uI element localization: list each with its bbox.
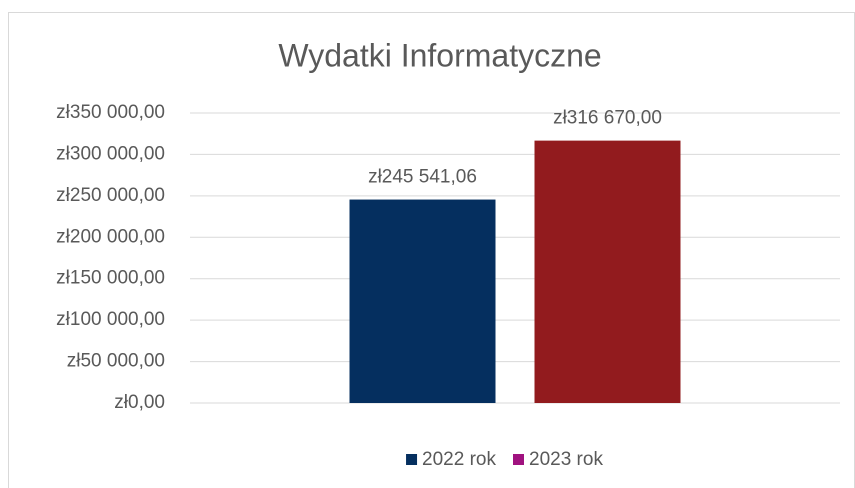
y-tick-label: zł350 000,00 xyxy=(56,102,165,123)
legend-swatch xyxy=(406,454,418,465)
chart-title: Wydatki Informatyczne xyxy=(278,37,601,73)
legend-swatch xyxy=(513,454,524,465)
y-tick-label: zł0,00 xyxy=(114,392,165,413)
bar xyxy=(349,199,496,403)
y-tick-label: zł50 000,00 xyxy=(67,351,165,372)
bar xyxy=(534,140,681,404)
legend-label: 2022 rok xyxy=(422,449,496,470)
y-tick-label: zł300 000,00 xyxy=(56,143,165,164)
y-tick-label: zł250 000,00 xyxy=(56,185,165,206)
y-tick-label: zł100 000,00 xyxy=(56,309,165,330)
data-label: zł316 670,00 xyxy=(553,108,662,129)
y-tick-label: zł200 000,00 xyxy=(56,226,165,247)
legend-label: 2023 rok xyxy=(529,449,603,470)
y-tick-label: zł150 000,00 xyxy=(56,268,165,289)
data-label: zł245 541,06 xyxy=(368,167,477,188)
